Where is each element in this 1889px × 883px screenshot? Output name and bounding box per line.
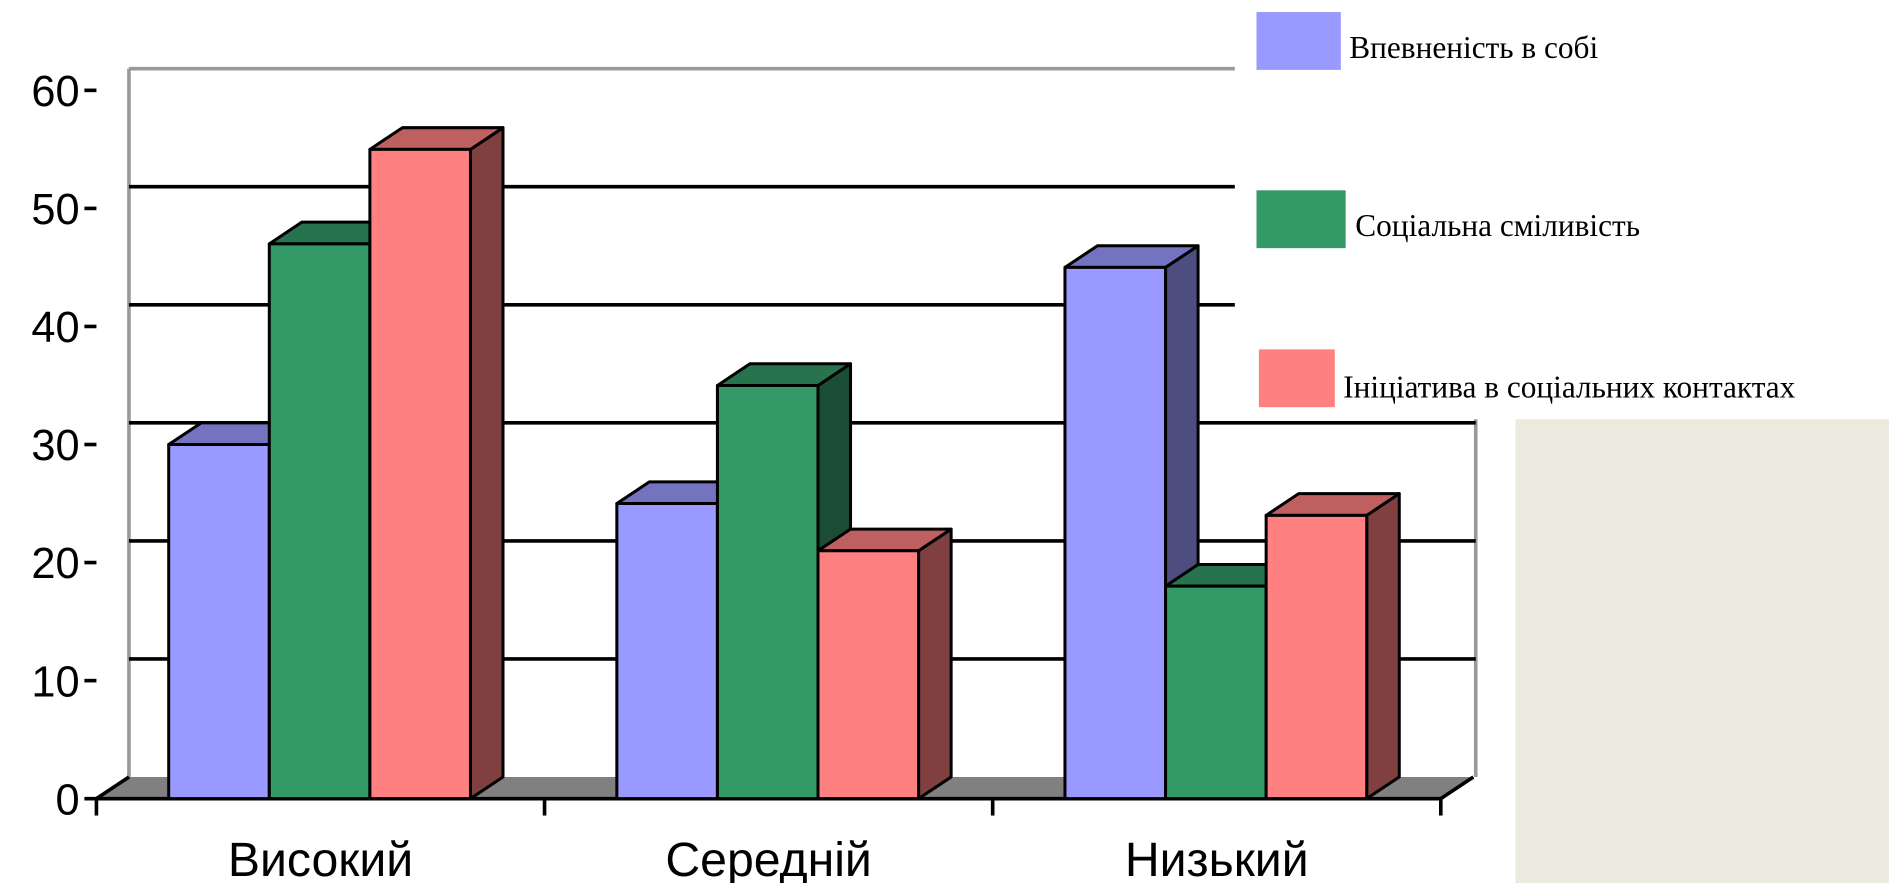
bar-front — [615, 502, 719, 801]
bar-side — [468, 126, 505, 801]
y-tick-label: 20 — [31, 540, 79, 588]
x-axis-end — [1439, 775, 1475, 801]
bar — [368, 126, 505, 801]
x-tick-label: Середній — [665, 833, 871, 883]
bar — [1264, 492, 1401, 801]
y-axis — [95, 775, 130, 801]
y-tick-label: 60 — [31, 68, 79, 116]
bar-front — [267, 242, 372, 801]
bar-front — [816, 549, 921, 801]
bar-front — [1063, 265, 1168, 801]
y-tick-label: 40 — [31, 304, 79, 352]
background-panel — [1515, 419, 1889, 883]
bar-front — [368, 147, 472, 801]
legend-label: Соціальна сміливість — [1355, 208, 1640, 243]
bar — [816, 527, 953, 801]
y-tick-label: 10 — [31, 658, 79, 706]
bar-front — [715, 383, 820, 801]
x-tick-label: Низький — [1125, 833, 1309, 883]
y-tick-label: 0 — [55, 776, 79, 824]
bar-side — [1365, 492, 1401, 801]
y-tick-label: 50 — [31, 186, 79, 234]
legend-swatch — [1258, 349, 1335, 408]
y-tick-label: 30 — [31, 422, 79, 470]
legend-swatch — [1256, 12, 1341, 70]
bar-front — [1264, 513, 1369, 801]
legend-label: Ініціатива в соціальних контактах — [1343, 370, 1795, 405]
bar — [1063, 244, 1200, 801]
bar-front — [167, 443, 271, 801]
legend-label: Впевненість в собі — [1349, 30, 1598, 65]
bar-side — [917, 527, 953, 801]
x-tick-label: Високий — [228, 833, 413, 883]
bar-front — [1164, 584, 1268, 801]
legend-swatch — [1256, 190, 1346, 249]
